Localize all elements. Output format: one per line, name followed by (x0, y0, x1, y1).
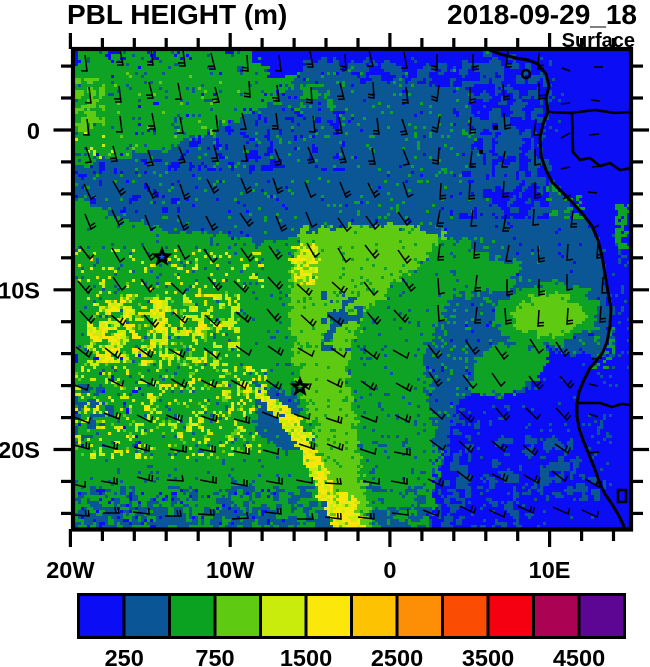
svg-text:750: 750 (195, 645, 234, 667)
svg-text:1500: 1500 (280, 645, 332, 667)
svg-text:0: 0 (383, 557, 396, 583)
svg-text:10S: 10S (0, 278, 40, 304)
svg-text:20S: 20S (0, 437, 40, 463)
svg-text:0: 0 (27, 118, 40, 144)
svg-text:Surface: Surface (562, 30, 635, 52)
svg-text:3500: 3500 (462, 645, 514, 667)
svg-text:250: 250 (105, 645, 144, 667)
svg-text:PBL HEIGHT (m): PBL HEIGHT (m) (67, 0, 287, 30)
svg-text:2018-09-29_18: 2018-09-29_18 (447, 0, 637, 30)
svg-text:20W: 20W (46, 557, 95, 583)
svg-text:4500: 4500 (553, 645, 605, 667)
svg-text:10W: 10W (206, 557, 255, 583)
svg-text:10E: 10E (529, 557, 571, 583)
svg-text:2500: 2500 (371, 645, 423, 667)
